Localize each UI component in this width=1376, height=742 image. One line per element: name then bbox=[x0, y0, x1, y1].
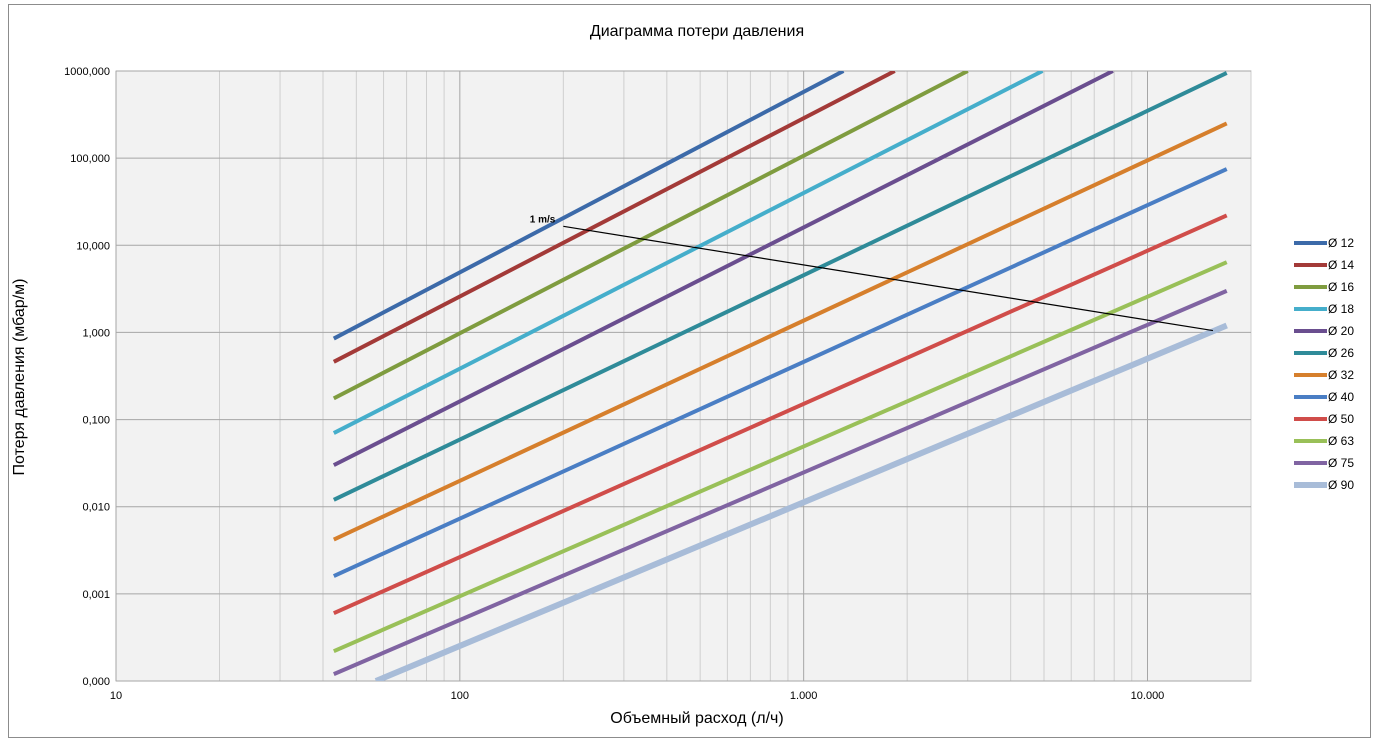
legend-item: Ø 18 bbox=[1294, 302, 1354, 316]
legend-label: Ø 90 bbox=[1328, 478, 1354, 492]
series-group bbox=[332, 71, 1228, 681]
y-tick-label: 0,100 bbox=[82, 415, 110, 427]
legend-item: Ø 12 bbox=[1294, 236, 1354, 250]
legend-item: Ø 26 bbox=[1294, 346, 1354, 360]
series-line-10 bbox=[333, 260, 1228, 653]
x-tick-label: 100 bbox=[451, 690, 469, 702]
y-tick-label: 0,010 bbox=[82, 502, 110, 514]
legend-item: Ø 20 bbox=[1294, 324, 1354, 338]
y-tick-label: 1000,000 bbox=[64, 66, 110, 78]
series-line-2 bbox=[332, 71, 896, 364]
y-tick-label: 0,001 bbox=[82, 589, 110, 601]
x-tick-label: 10 bbox=[110, 690, 122, 702]
legend-item: Ø 90 bbox=[1294, 478, 1354, 492]
legend-item: Ø 14 bbox=[1294, 258, 1354, 272]
legend-item: Ø 75 bbox=[1294, 456, 1354, 470]
x-axis-title: Объемный расход (л/ч) bbox=[610, 710, 783, 727]
series-line-4 bbox=[332, 71, 1044, 435]
annotation-line bbox=[563, 225, 1214, 332]
legend-label: Ø 16 bbox=[1328, 280, 1354, 294]
chart-title: Диаграмма потери давления bbox=[590, 23, 804, 40]
y-tick-label: 10,000 bbox=[76, 240, 110, 252]
legend-label: Ø 50 bbox=[1328, 412, 1354, 426]
series-line-5 bbox=[332, 71, 1114, 467]
series-line-6 bbox=[332, 71, 1228, 502]
x-tick-label: 1.000 bbox=[790, 690, 818, 702]
y-axis-title: Потеря давления (мбар/м) bbox=[11, 279, 28, 476]
pressure-loss-chart: Диаграмма потери давления 1 m/s 10 100 1.0… bbox=[11, 23, 1354, 727]
legend-label: Ø 18 bbox=[1328, 302, 1354, 316]
y-tick-label: 1,000 bbox=[82, 327, 110, 339]
series-line-7 bbox=[332, 121, 1228, 542]
legend-label: Ø 40 bbox=[1328, 390, 1354, 404]
series-line-1 bbox=[332, 71, 845, 341]
series-line-3 bbox=[332, 71, 969, 401]
legend-item: Ø 50 bbox=[1294, 412, 1354, 426]
annotation-label: 1 m/s bbox=[530, 214, 556, 225]
series-line-9 bbox=[332, 213, 1228, 616]
legend-item: Ø 32 bbox=[1294, 368, 1354, 382]
chart-frame: Диаграмма потери давления 1 m/s 10 100 1.0… bbox=[8, 4, 1371, 738]
y-tick-label: 0,000 bbox=[82, 676, 110, 688]
legend-item: Ø 40 bbox=[1294, 390, 1354, 404]
legend-label: Ø 75 bbox=[1328, 456, 1354, 470]
series-line-11 bbox=[333, 289, 1228, 676]
legend-item: Ø 63 bbox=[1294, 434, 1354, 448]
legend-label: Ø 12 bbox=[1328, 236, 1354, 250]
legend-label: Ø 32 bbox=[1328, 368, 1354, 382]
x-tick-label: 10.000 bbox=[1131, 690, 1165, 702]
legend-item: Ø 16 bbox=[1294, 280, 1354, 294]
series-line-8 bbox=[332, 167, 1228, 578]
legend-label: Ø 63 bbox=[1328, 434, 1354, 448]
legend-label: Ø 20 bbox=[1328, 324, 1354, 338]
y-tick-label: 100,000 bbox=[70, 153, 110, 165]
legend-label: Ø 14 bbox=[1328, 258, 1354, 272]
series-line-12 bbox=[374, 322, 1228, 681]
legend-label: Ø 26 bbox=[1328, 346, 1354, 360]
